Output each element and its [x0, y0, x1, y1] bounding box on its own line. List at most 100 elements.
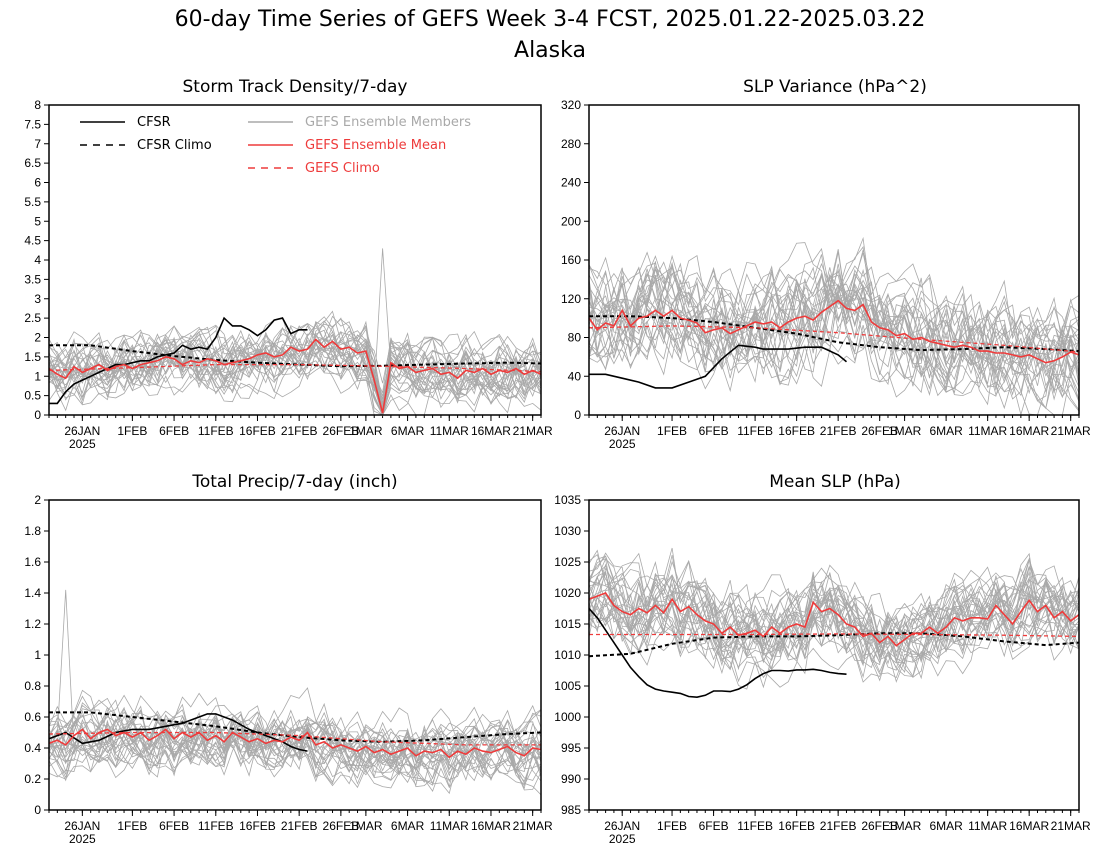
x-tick-label: 16MAR — [1009, 819, 1049, 833]
ensemble-member-line — [588, 577, 1080, 671]
series-gefs-ensemble-mean — [588, 592, 1080, 647]
x-year-label: 2025 — [69, 832, 96, 846]
y-tick-label: 1 — [34, 648, 41, 662]
x-tick-label: 16MAR — [1009, 424, 1049, 438]
y-tick-label: 4 — [34, 253, 41, 267]
y-tick-label: 5.5 — [24, 195, 41, 209]
ensemble-member-line — [588, 255, 1080, 400]
y-tick-label: 160 — [561, 253, 581, 267]
x-tick-label: 11FEB — [737, 424, 773, 438]
y-tick-label: 200 — [561, 214, 581, 228]
chart-title-total-precip: Total Precip/7-day (inch) — [191, 472, 397, 492]
x-tick-label: 21MAR — [1051, 819, 1091, 833]
series-cfsr-climo — [588, 632, 1080, 658]
ensemble-member-line — [588, 313, 1080, 409]
y-tick-label: 1.5 — [24, 350, 41, 364]
ensemble-member-line — [588, 272, 1080, 397]
ensemble-member-line — [588, 284, 1080, 393]
y-tick-label: 1.8 — [24, 524, 41, 538]
x-tick-label: 16MAR — [471, 424, 511, 438]
chart-title-storm-track: Storm Track Density/7-day — [183, 77, 408, 97]
x-tick-label: 21MAR — [513, 819, 553, 833]
x-tick-label: 21FEB — [820, 424, 857, 438]
ensemble-member-line — [588, 245, 1080, 396]
series-gefs-climo — [589, 633, 1080, 638]
series-lines — [48, 711, 542, 759]
ensemble-member-line — [48, 320, 542, 401]
ensemble-member-line — [588, 251, 1080, 363]
ensemble-member-line — [588, 266, 1080, 401]
x-tick-label: 26JAN — [64, 424, 100, 438]
x-tick-label: 26FEB — [861, 424, 898, 438]
y-tick-label: 1.2 — [24, 617, 41, 631]
chart-panel-mean-slp: Mean SLP (hPa) 985 990 995 1000 1005 1010 1015… — [554, 472, 1091, 846]
y-tick-label: 995 — [561, 741, 581, 755]
y-tick-label: 5 — [34, 214, 41, 228]
x-tick-label: 6FEB — [159, 819, 189, 833]
ensemble-member-line — [588, 261, 1080, 396]
x-tick-label: 21FEB — [281, 424, 318, 438]
ensemble-member-line — [48, 692, 542, 763]
ensemble-member-line — [48, 343, 542, 417]
x-tick-label: 16FEB — [239, 819, 276, 833]
ensemble-member-line — [588, 575, 1080, 670]
ensemble-member-line — [48, 316, 542, 413]
y-tick-label: 1015 — [554, 617, 581, 631]
chart-panel-storm-track: Storm Track Density/7-day 0 0.5 1 1.5 2 2.5 3 3… — [24, 77, 553, 451]
plot-frame — [588, 499, 1080, 811]
ensemble-member-line — [48, 720, 542, 783]
chart-panel-slp-variance: SLP Variance (hPa^2) 0 40 80 120 160 200 240 28… — [561, 77, 1091, 451]
x-tick-label: 16FEB — [778, 819, 815, 833]
figure-subtitle: Alaska — [514, 38, 586, 63]
axis-ticks: 0 0.2 0.4 0.6 0.8 1 1.2 1.4 1.6 1.8 2 26JAN 1FEB 6FEB… — [24, 493, 553, 846]
x-tick-label: 26FEB — [323, 424, 360, 438]
y-tick-label: 1010 — [554, 648, 581, 662]
ensemble-member-line — [588, 271, 1080, 416]
y-tick-label: 7 — [34, 137, 41, 151]
series-cfsr — [589, 344, 848, 389]
x-year-label: 2025 — [609, 832, 636, 846]
x-tick-label: 1MAR — [349, 424, 383, 438]
y-tick-label: 0 — [34, 803, 41, 817]
plot-frame — [588, 104, 1080, 416]
y-tick-label: 240 — [561, 176, 581, 190]
ensemble-member-line — [48, 340, 542, 417]
x-year-label: 2025 — [609, 437, 636, 451]
y-tick-label: 1 — [34, 369, 41, 383]
y-tick-label: 1035 — [554, 493, 581, 507]
chart-title-slp-variance: SLP Variance (hPa^2) — [743, 77, 927, 97]
y-tick-label: 3.5 — [24, 272, 41, 286]
legend-label-gefs-climo: GEFS Climo — [305, 161, 380, 176]
series-gefs-ensemble-mean — [48, 728, 542, 759]
x-tick-label: 6MAR — [391, 819, 425, 833]
y-tick-label: 2 — [34, 493, 41, 507]
x-tick-label: 26JAN — [64, 819, 100, 833]
ensemble-member-line — [588, 279, 1080, 416]
y-tick-label: 0.5 — [24, 389, 41, 403]
x-tick-label: 11MAR — [968, 819, 1007, 833]
x-tick-label: 11FEB — [737, 819, 773, 833]
plot-frame — [48, 499, 542, 811]
legend-label-cfsr-climo: CFSR Climo — [137, 138, 212, 153]
ensemble-member-line — [588, 572, 1080, 665]
y-tick-label: 0 — [574, 408, 581, 422]
series-lines — [588, 592, 1080, 699]
x-tick-label: 26FEB — [323, 819, 360, 833]
y-tick-label: 2 — [34, 331, 41, 345]
figure-title: 60-day Time Series of GEFS Week 3-4 FCST… — [175, 7, 926, 32]
x-tick-label: 6FEB — [699, 424, 729, 438]
y-tick-label: 280 — [561, 137, 581, 151]
series-lines — [588, 299, 1080, 389]
y-tick-label: 80 — [568, 331, 582, 345]
legend: CFSR CFSR Climo GEFS Ensemble Members GE… — [80, 115, 471, 176]
x-tick-label: 11FEB — [198, 424, 234, 438]
x-year-label: 2025 — [69, 437, 96, 451]
x-tick-label: 6FEB — [699, 819, 729, 833]
legend-label-members: GEFS Ensemble Members — [305, 115, 471, 130]
legend-label-ens-mean: GEFS Ensemble Mean — [305, 138, 446, 153]
series-gefs-climo — [588, 325, 1080, 353]
ensemble-member-line — [588, 286, 1080, 410]
ensemble-member-line — [588, 580, 1080, 678]
ensemble-members — [48, 589, 542, 796]
